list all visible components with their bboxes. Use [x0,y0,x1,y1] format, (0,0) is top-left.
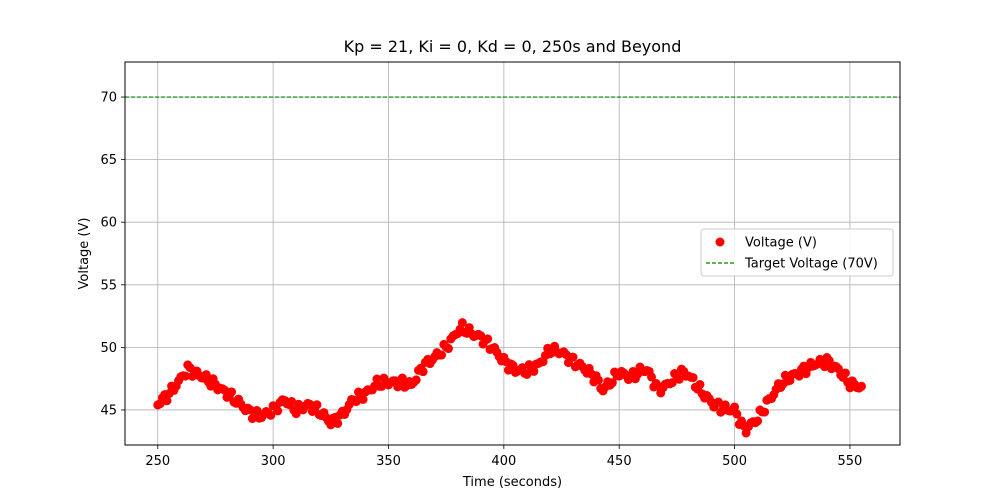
x-tick-label: 500 [722,454,747,469]
x-tick-label: 400 [491,454,516,469]
voltage-point [437,350,447,360]
voltage-point [529,366,539,376]
voltage-point [840,368,850,378]
x-tick-label: 550 [838,454,863,469]
y-tick-label: 70 [100,91,117,106]
legend: Voltage (V) Target Voltage (70V) [700,228,894,277]
voltage-point [273,406,283,416]
x-tick-label: 450 [607,454,632,469]
voltage-point [443,344,453,354]
voltage-point [730,402,740,412]
y-axis-label: Voltage (V) [77,218,92,290]
voltage-point [856,381,866,391]
voltage-point [667,378,677,388]
voltage-point [372,374,382,384]
x-tick-label: 350 [376,454,401,469]
x-tick-label: 250 [145,454,170,469]
chart-title: Kp = 21, Ki = 0, Kd = 0, 250s and Beyond [344,37,682,56]
voltage-point [820,362,830,372]
voltage-point [593,375,603,385]
voltage-points [153,318,866,438]
voltage-point [794,371,804,381]
voltage-point [312,400,322,410]
y-tick-label: 50 [100,341,117,356]
voltage-point [688,373,698,383]
voltage-point [180,371,190,381]
legend-box [700,228,894,277]
voltage-point [695,379,705,389]
y-tick-label: 45 [100,403,117,418]
voltage-point [483,334,493,344]
x-tick-label: 300 [261,454,286,469]
plot-frame [124,61,901,446]
voltage-point [227,387,237,397]
y-tick-label: 65 [100,153,117,168]
voltage-point [162,396,172,406]
x-axis-ticks: 250 300 350 400 450 500 550 [145,445,862,469]
voltage-point [732,409,742,419]
voltage-point [418,367,428,377]
voltage-point [753,416,763,426]
voltage-point [287,396,297,406]
voltage-point [252,406,262,416]
voltage-point [674,374,684,384]
legend-label-voltage: Voltage (V) [745,236,817,251]
voltage-point [760,407,770,417]
voltage-point [351,397,361,407]
voltage-point [326,420,336,430]
voltage-point [397,373,407,383]
y-tick-label: 55 [100,278,117,293]
voltage-point [457,318,467,328]
voltage-point [568,352,578,362]
x-axis-label: Time (seconds) [462,475,562,490]
legend-marker-voltage [715,237,725,247]
voltage-point [411,375,421,385]
voltage-point [358,394,368,404]
y-tick-label: 60 [100,216,117,231]
voltage-point [607,378,617,388]
legend-label-target: Target Voltage (70V) [744,257,878,272]
voltage-point [647,372,657,382]
voltage-point [333,418,343,428]
voltage-point [201,370,211,380]
voltage-point [266,410,276,420]
voltage-point [713,397,723,407]
y-axis-ticks: 45 50 55 60 65 70 [100,91,125,418]
